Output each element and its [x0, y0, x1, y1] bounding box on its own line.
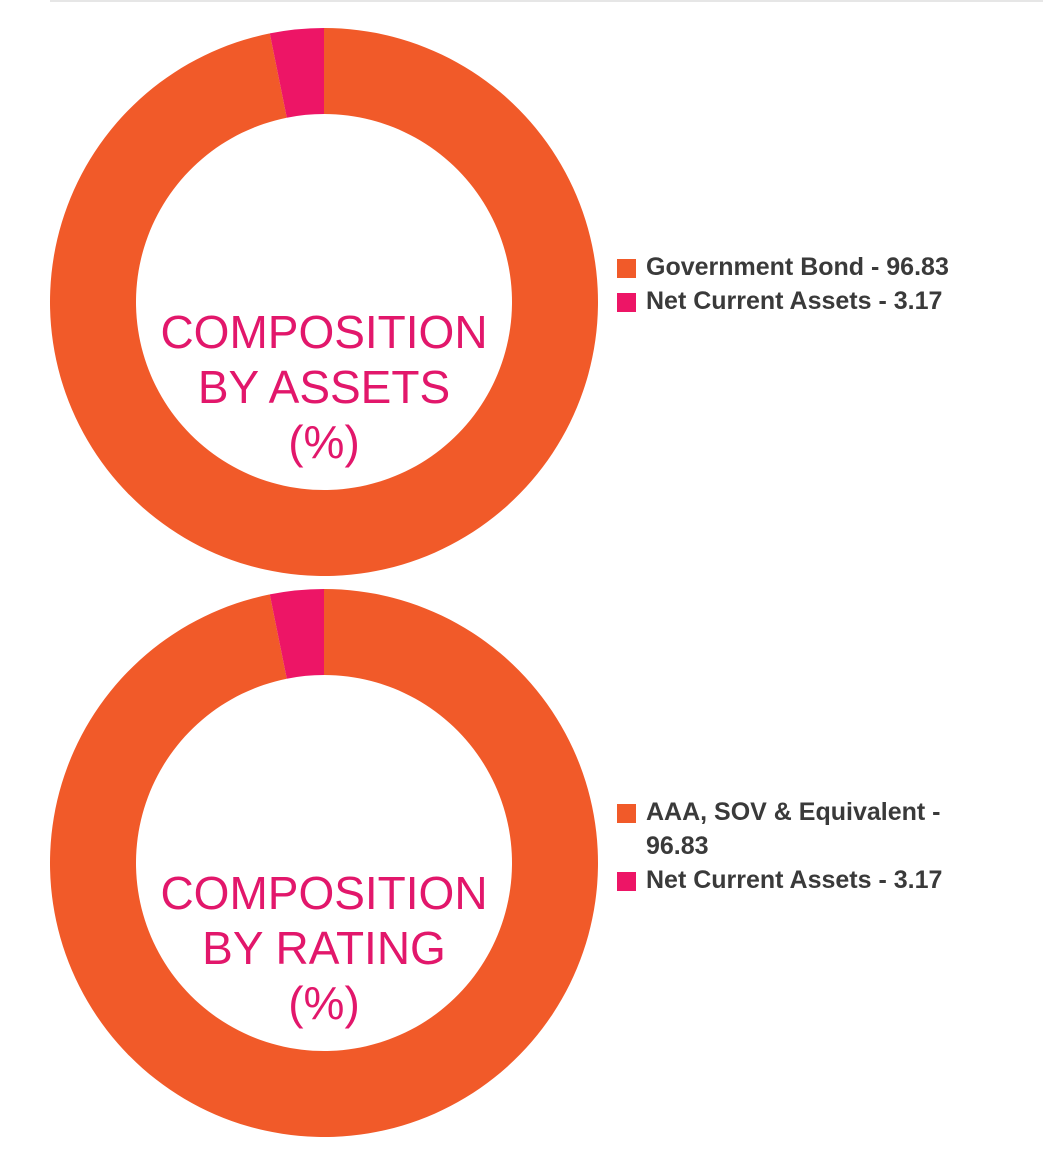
assets-title-line-3: (%) [288, 416, 360, 468]
assets-title-line-2: BY ASSETS [197, 361, 451, 413]
donut-slice-aaa-sov-equivalent [49, 589, 598, 1137]
top-divider [50, 0, 1043, 2]
legend-label-aaa-sov-equivalent: AAA, SOV & Equivalent - 96.83 [646, 798, 941, 860]
legend-label-net-current-assets: Net Current Assets - 3.17 [646, 866, 943, 894]
donut-slice-net-current-assets [269, 28, 324, 118]
legend-swatch-aaa-sov-equivalent [617, 804, 636, 823]
assets-title-line-1: COMPOSITION [160, 306, 488, 358]
legend-swatch-net-current-assets [617, 872, 636, 891]
donut-slice-net-current-assets [269, 589, 324, 679]
donut-slice-government-bond [49, 28, 598, 576]
legend-item-government-bond: Government Bond - 96.83 [617, 250, 977, 284]
rating-chart-title: COMPOSITION BY RATING (%) [124, 866, 524, 1031]
rating-title-line-3: (%) [288, 977, 360, 1029]
legend-item-aaa-sov-equivalent: AAA, SOV & Equivalent - 96.83 [617, 795, 977, 863]
assets-legend: Government Bond - 96.83 Net Current Asse… [617, 250, 977, 318]
composition-by-rating-chart: COMPOSITION BY RATING (%) AAA, SOV & Equ… [0, 583, 1043, 1143]
rating-title-line-2: BY RATING [202, 922, 446, 974]
legend-label-government-bond: Government Bond - 96.83 [646, 253, 949, 281]
rating-legend: AAA, SOV & Equivalent - 96.83 Net Curren… [617, 795, 977, 897]
assets-donut [49, 28, 598, 576]
rating-title-line-1: COMPOSITION [160, 867, 488, 919]
legend-swatch-net-current-assets [617, 293, 636, 312]
legend-item-net-current-assets: Net Current Assets - 3.17 [617, 863, 977, 897]
rating-donut [49, 589, 598, 1137]
legend-swatch-government-bond [617, 259, 636, 278]
legend-item-net-current-assets: Net Current Assets - 3.17 [617, 284, 977, 318]
composition-by-assets-chart: COMPOSITION BY ASSETS (%) Government Bon… [0, 22, 1043, 582]
legend-label-net-current-assets: Net Current Assets - 3.17 [646, 287, 943, 315]
assets-chart-title: COMPOSITION BY ASSETS (%) [124, 305, 524, 470]
